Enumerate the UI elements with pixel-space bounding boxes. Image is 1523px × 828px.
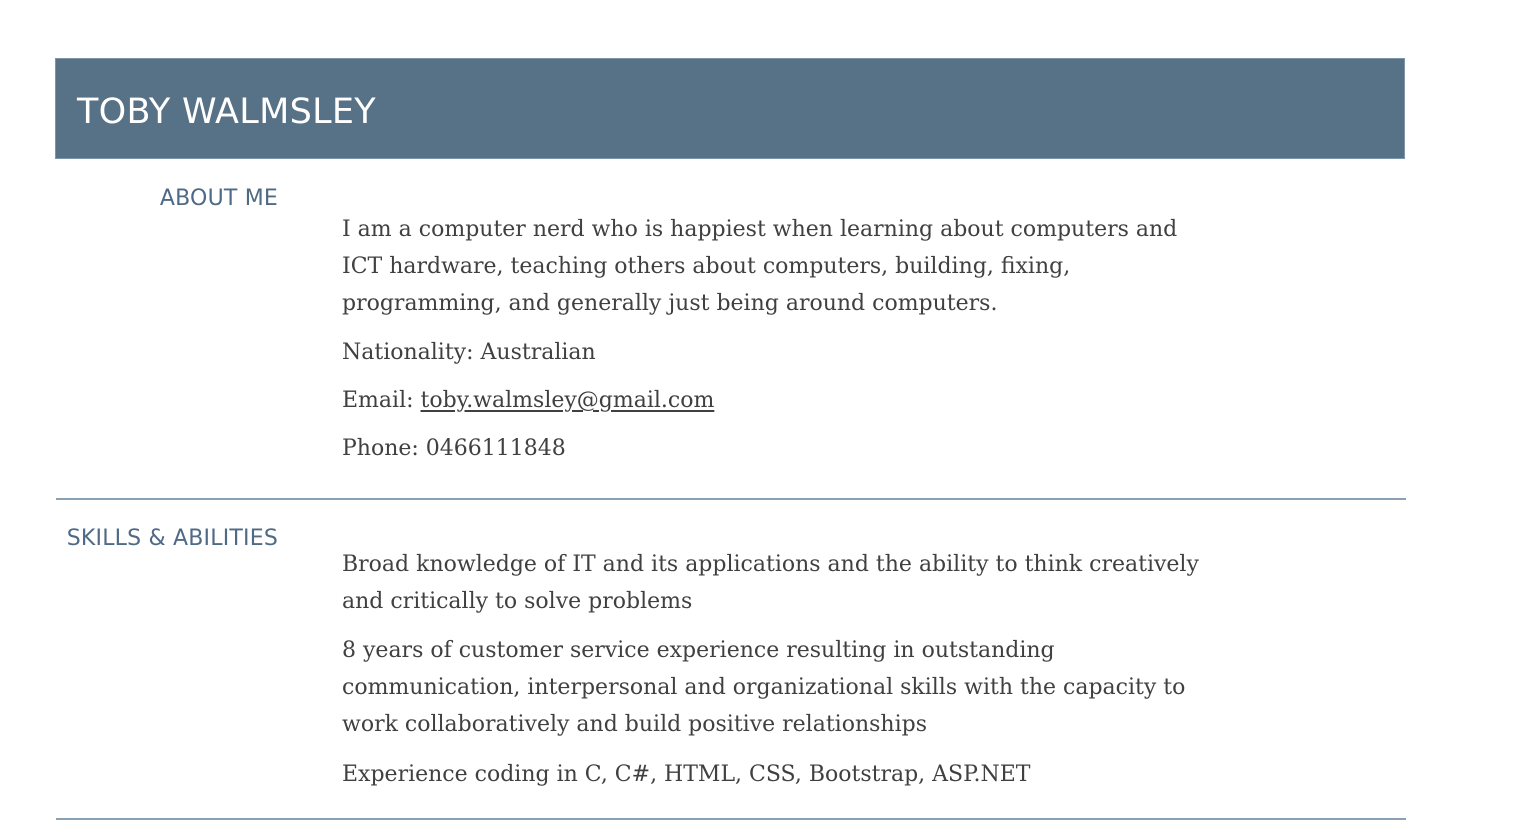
section-divider	[56, 498, 1406, 500]
about-summary: I am a computer nerd who is happiest whe…	[342, 217, 1178, 316]
section-divider	[56, 818, 1406, 820]
skill-item: Experience coding in C, C#, HTML, CSS, B…	[342, 762, 1031, 787]
skills-heading: SKILLS & ABILITIES	[66, 526, 278, 551]
email-label: Email:	[342, 388, 421, 413]
resume-name: TOBY WALMSLEY	[77, 92, 376, 132]
nationality-line: Nationality: Australian	[342, 340, 596, 365]
resume-header: TOBY WALMSLEY	[55, 58, 1405, 159]
about-heading: ABOUT ME	[159, 186, 278, 211]
skill-item: 8 years of customer service experience r…	[342, 638, 1186, 737]
about-section-body: I am a computer nerd who is happiest whe…	[342, 211, 1222, 322]
skill-item: Broad knowledge of IT and its applicatio…	[342, 552, 1199, 614]
email-link[interactable]: toby.walmsley@gmail.com	[420, 388, 715, 413]
phone-line: Phone: 0466111848	[342, 436, 566, 461]
email-line: Email: toby.walmsley@gmail.com	[342, 382, 1222, 419]
